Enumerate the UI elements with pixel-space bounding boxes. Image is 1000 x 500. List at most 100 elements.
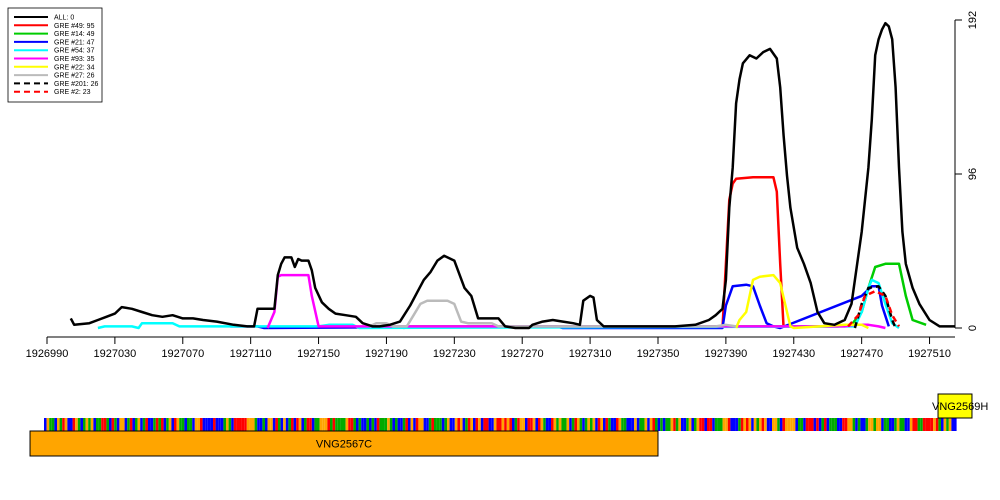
sequence-base: [239, 418, 242, 431]
sequence-base: [696, 418, 700, 431]
x-tick-label: 1927510: [908, 348, 951, 360]
sequence-base: [808, 418, 811, 431]
sequence-base: [132, 418, 135, 431]
sequence-base: [415, 418, 419, 431]
sequence-base: [345, 418, 349, 431]
sequence-base: [691, 418, 694, 431]
sequence-base: [506, 418, 510, 431]
sequence-base: [163, 418, 167, 431]
sequence-base: [943, 418, 947, 431]
sequence-base: [517, 418, 520, 431]
sequence-base: [244, 418, 247, 431]
sequence-base: [569, 418, 572, 431]
sequence-base: [486, 418, 489, 431]
sequence-base: [577, 418, 580, 431]
sequence-base: [114, 418, 117, 431]
sequence-base: [574, 418, 577, 431]
sequence-base: [176, 418, 180, 431]
sequence-base: [738, 418, 741, 431]
sequence-base: [280, 418, 284, 431]
sequence-base: [220, 418, 224, 431]
sequence-base: [774, 418, 778, 431]
sequence-base: [421, 418, 424, 431]
sequence-base: [870, 418, 874, 431]
sequence-base: [350, 418, 354, 431]
sequence-base: [894, 418, 897, 431]
sequence-base: [605, 418, 609, 431]
sequence-base: [103, 418, 107, 431]
sequence-base: [179, 418, 182, 431]
sequence-base: [917, 418, 921, 431]
sequence-base: [226, 418, 229, 431]
sequence-base: [740, 418, 744, 431]
sequence-base: [912, 418, 915, 431]
sequence-base: [148, 418, 151, 431]
legend-label: GRE #2: 23: [54, 89, 91, 96]
sequence-base: [142, 418, 146, 431]
sequence-base: [441, 418, 445, 431]
sequence-base: [241, 418, 245, 431]
legend-label: ALL: 0: [54, 15, 74, 22]
sequence-base: [54, 418, 57, 431]
sequence-base: [904, 418, 908, 431]
sequence-base: [714, 418, 718, 431]
sequence-base: [928, 418, 931, 431]
sequence-base: [384, 418, 388, 431]
sequence-base: [252, 418, 255, 431]
x-tick-label: 1927390: [704, 348, 747, 360]
sequence-base: [891, 418, 895, 431]
legend-label: GRE #93: 35: [54, 56, 95, 63]
sequence-base: [283, 418, 286, 431]
sequence-base: [733, 418, 736, 431]
sequence-base: [330, 418, 333, 431]
sequence-base: [236, 418, 239, 431]
y-tick-label: 96: [967, 168, 979, 180]
sequence-base: [811, 418, 814, 431]
sequence-base: [759, 418, 762, 431]
sequence-base: [941, 418, 944, 431]
sequence-base: [413, 418, 416, 431]
sequence-base: [467, 418, 471, 431]
series-line-9: [847, 289, 901, 328]
sequence-base: [366, 418, 369, 431]
sequence-base: [636, 418, 640, 431]
sequence-base: [735, 418, 739, 431]
sequence-base: [777, 418, 780, 431]
sequence-base: [660, 418, 663, 431]
sequence-base: [272, 418, 276, 431]
sequence-base: [400, 418, 403, 431]
sequence-base: [431, 418, 434, 431]
sequence-base: [57, 418, 60, 431]
x-tick-label: 1927070: [161, 348, 204, 360]
sequence-base: [161, 418, 164, 431]
x-tick-label: 1927230: [433, 348, 476, 360]
sequence-base: [119, 418, 122, 431]
sequence-base: [915, 418, 918, 431]
sequence-base: [951, 418, 954, 431]
sequence-base: [863, 418, 866, 431]
x-tick-label: 1927030: [93, 348, 136, 360]
sequence-base: [558, 418, 562, 431]
sequence-base: [324, 418, 328, 431]
sequence-base: [883, 418, 887, 431]
sequence-base: [779, 418, 783, 431]
sequence-base: [51, 418, 55, 431]
sequence-base: [818, 418, 822, 431]
sequence-base: [665, 418, 668, 431]
sequence-base: [642, 418, 645, 431]
sequence-base: [392, 418, 395, 431]
sequence-base: [181, 418, 185, 431]
sequence-base: [44, 418, 47, 431]
sequence-base: [184, 418, 187, 431]
x-tick-label: 1927270: [501, 348, 544, 360]
sequence-base: [488, 418, 492, 431]
sequence-base: [538, 418, 541, 431]
sequence-base: [712, 418, 715, 431]
sequence-base: [876, 418, 879, 431]
sequence-base: [566, 418, 570, 431]
sequence-base: [470, 418, 473, 431]
sequence-base: [389, 418, 393, 431]
sequence-base: [878, 418, 882, 431]
sequence-base: [592, 418, 596, 431]
sequence-base: [306, 418, 310, 431]
